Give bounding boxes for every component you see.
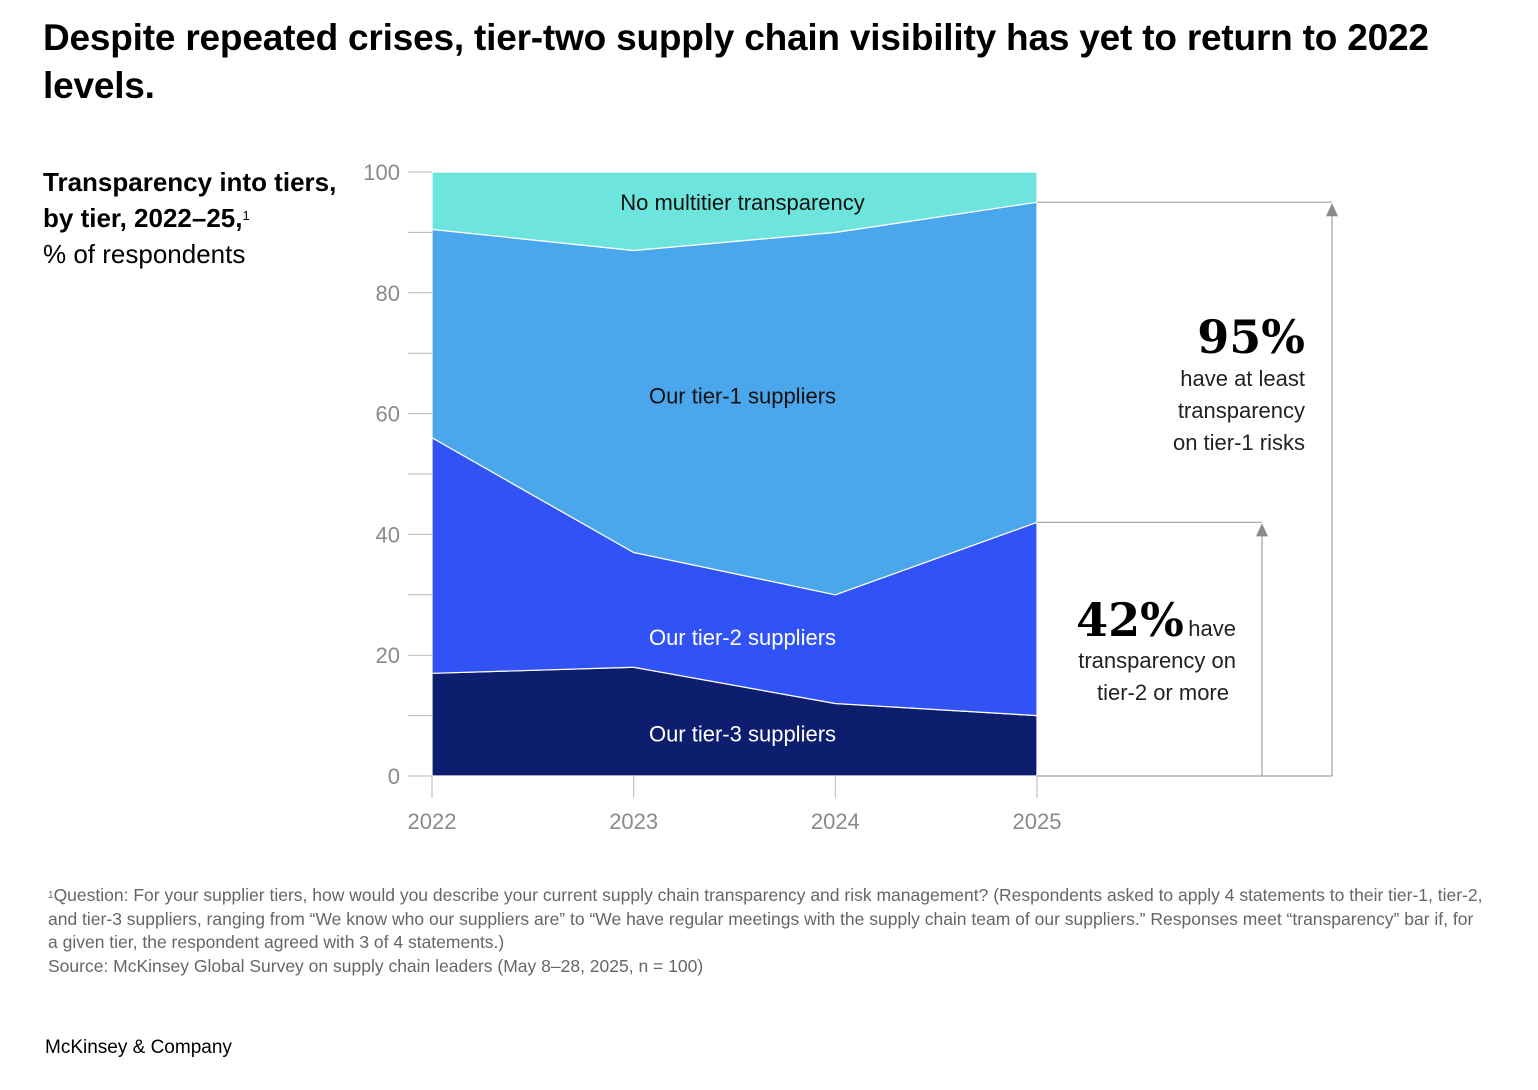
annotation-95-line: on tier-1 risks <box>1173 430 1305 455</box>
x-tick-label: 2024 <box>811 809 860 834</box>
series-labels: Our tier-3 suppliers Our tier-2 suppliers… <box>620 190 865 747</box>
bracket-95-arrowhead <box>1326 203 1338 217</box>
subtitle-unit: % of respondents <box>43 239 246 269</box>
annotation-brackets <box>1037 201 1338 777</box>
series-label-our-tier-1-suppliers: Our tier-1 suppliers <box>649 383 836 408</box>
annotation-42-text: transparency on tier-2 or more <box>1078 648 1236 705</box>
annotation-42-line: tier-2 or more <box>1097 680 1229 705</box>
annotation-95-line: transparency <box>1178 398 1305 423</box>
series-label-our-tier-2-suppliers: Our tier-2 suppliers <box>649 625 836 650</box>
annotation-95-value: 95% <box>1197 310 1305 364</box>
x-tick-label: 2025 <box>1013 809 1062 834</box>
subtitle-main: Transparency into tiers, by tier, 2022–2… <box>43 167 337 233</box>
annotation-42-lead: have <box>1188 616 1236 641</box>
x-tick-label: 2022 <box>408 809 457 834</box>
annotation-42-value: 42% <box>1076 593 1184 647</box>
annotation-95-text: have at least transparency on tier-1 risks <box>1173 366 1305 455</box>
annotation-95-line: have at least <box>1180 366 1305 391</box>
x-tick-label: 2023 <box>609 809 658 834</box>
footnote-source: Source: McKinsey Global Survey on supply… <box>48 955 704 976</box>
footnote: 1Question: For your supplier tiers, how … <box>43 884 1483 978</box>
annotation-42-line: transparency on <box>1078 648 1236 673</box>
y-axis: 0 20 40 60 80 100 <box>363 160 432 789</box>
area-layers <box>431 171 1038 777</box>
y-tick-label: 80 <box>376 281 400 306</box>
series-label-no-multitier-transparency: No multitier transparency <box>620 190 865 215</box>
footnote-text: Question: For your supplier tiers, how w… <box>48 885 1483 952</box>
subtitle-footnote-marker: 1 <box>242 208 250 223</box>
chart-headline: Despite repeated crises, tier-two supply… <box>43 17 1429 106</box>
y-tick-label: 40 <box>376 522 400 547</box>
chart-subtitle: Transparency into tiers, by tier, 2022–2… <box>43 164 343 272</box>
bracket-42-arrowhead <box>1256 523 1268 537</box>
brand-logo-text: McKinsey & Company <box>45 1037 232 1058</box>
stacked-area-chart: 0 20 40 60 80 100 2022 2023 2024 2025 Our tier-3… <box>363 160 1338 834</box>
y-tick-label: 60 <box>376 402 400 427</box>
footnote-marker: 1 <box>48 890 54 901</box>
y-tick-label: 20 <box>376 643 400 668</box>
series-label-our-tier-3-suppliers: Our tier-3 suppliers <box>649 722 836 747</box>
annotation-42-first-line: 42% have <box>1076 593 1236 647</box>
x-axis: 2022 2023 2024 2025 <box>408 776 1062 834</box>
y-tick-label: 0 <box>388 764 400 789</box>
y-tick-label: 100 <box>363 160 400 185</box>
